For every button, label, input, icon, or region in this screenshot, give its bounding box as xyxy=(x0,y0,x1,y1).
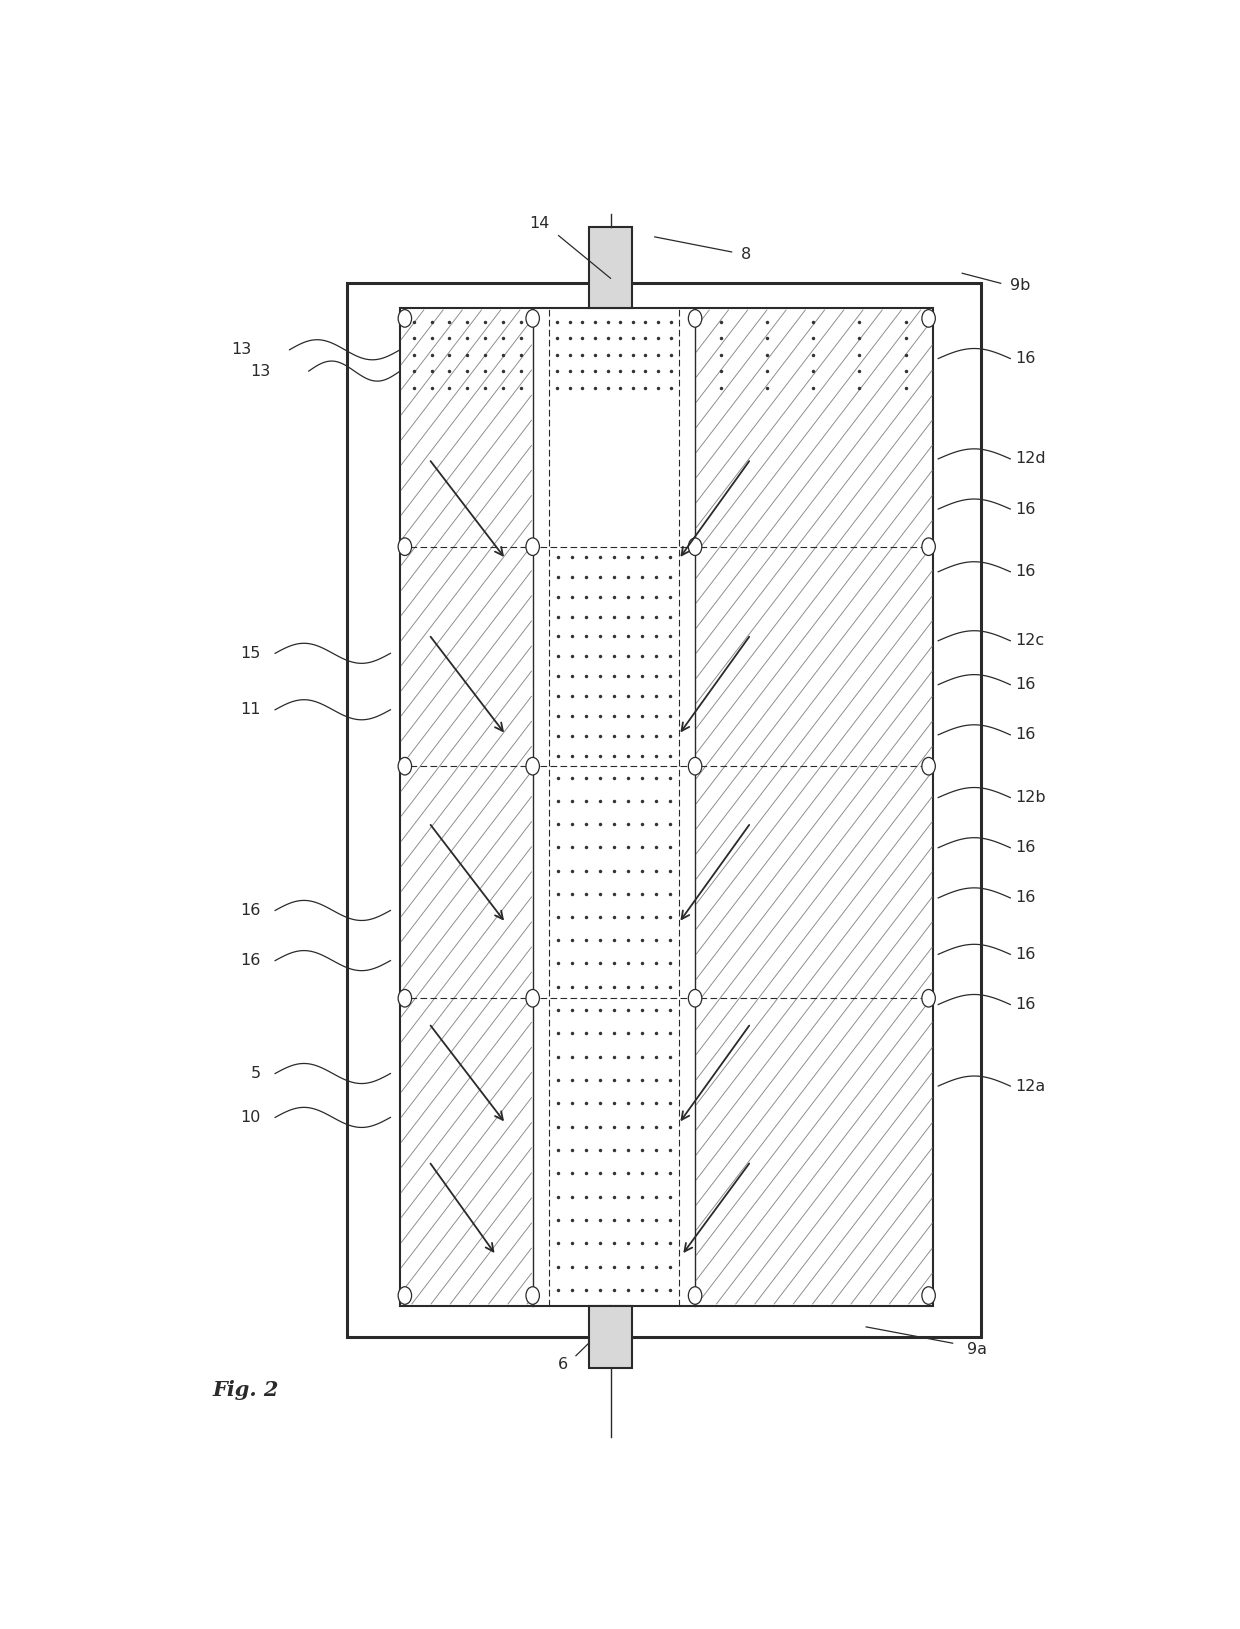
Text: 12b: 12b xyxy=(1016,790,1045,805)
Text: 16: 16 xyxy=(1016,678,1035,692)
Text: 16: 16 xyxy=(241,953,260,968)
Circle shape xyxy=(526,1287,539,1305)
Text: 5: 5 xyxy=(250,1065,260,1082)
Text: 13: 13 xyxy=(231,342,250,357)
Circle shape xyxy=(688,757,702,775)
Circle shape xyxy=(921,310,935,327)
Circle shape xyxy=(526,310,539,327)
Text: 11: 11 xyxy=(241,702,260,717)
Circle shape xyxy=(398,538,412,555)
Circle shape xyxy=(526,757,539,775)
Text: 16: 16 xyxy=(1016,502,1035,516)
Bar xyxy=(401,308,934,1305)
Text: 12c: 12c xyxy=(1016,634,1044,648)
Text: 8: 8 xyxy=(742,248,751,262)
Text: 16: 16 xyxy=(1016,997,1035,1012)
Text: 6: 6 xyxy=(558,1357,568,1372)
Text: 10: 10 xyxy=(241,1109,260,1126)
Circle shape xyxy=(688,538,702,555)
Circle shape xyxy=(398,757,412,775)
Text: 16: 16 xyxy=(1016,350,1035,367)
Text: 9a: 9a xyxy=(967,1342,987,1357)
Circle shape xyxy=(921,1287,935,1305)
Circle shape xyxy=(688,989,702,1007)
Circle shape xyxy=(688,1287,702,1305)
Bar xyxy=(589,1305,631,1368)
Text: 16: 16 xyxy=(1016,891,1035,906)
Circle shape xyxy=(526,989,539,1007)
Circle shape xyxy=(921,989,935,1007)
Circle shape xyxy=(398,310,412,327)
Circle shape xyxy=(526,538,539,555)
Text: Fig. 2: Fig. 2 xyxy=(213,1380,279,1399)
Bar xyxy=(347,283,982,1337)
Circle shape xyxy=(688,310,702,327)
Circle shape xyxy=(398,1287,412,1305)
Bar xyxy=(589,226,631,308)
Text: 16: 16 xyxy=(1016,727,1035,743)
Circle shape xyxy=(921,538,935,555)
Text: 16: 16 xyxy=(1016,564,1035,580)
Text: 14: 14 xyxy=(529,215,549,231)
Text: 12d: 12d xyxy=(1016,451,1045,466)
Text: 15: 15 xyxy=(241,645,260,661)
Text: 16: 16 xyxy=(241,902,260,919)
Circle shape xyxy=(921,757,935,775)
Text: 9b: 9b xyxy=(1011,279,1030,293)
Text: 16: 16 xyxy=(1016,841,1035,855)
Circle shape xyxy=(398,989,412,1007)
Text: 12a: 12a xyxy=(1016,1078,1045,1093)
Text: 13: 13 xyxy=(250,363,270,378)
Text: 16: 16 xyxy=(1016,946,1035,961)
